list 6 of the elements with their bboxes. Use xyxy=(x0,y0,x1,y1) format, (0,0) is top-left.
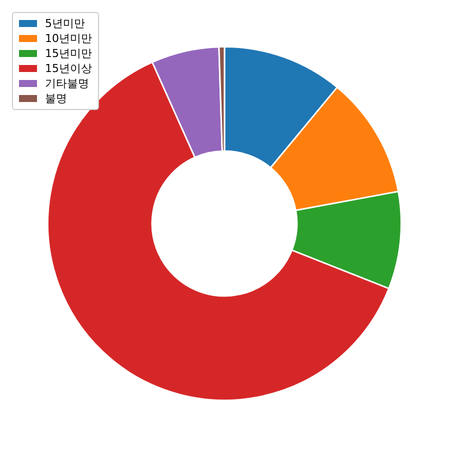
legend-label: 기타불명 xyxy=(45,76,89,91)
legend-label: 15년미만 xyxy=(45,46,92,61)
legend-label: 불명 xyxy=(45,91,67,106)
legend-label: 10년미만 xyxy=(45,31,92,46)
legend-label: 5년미만 xyxy=(45,16,85,31)
legend-label: 15년이상 xyxy=(45,61,92,76)
